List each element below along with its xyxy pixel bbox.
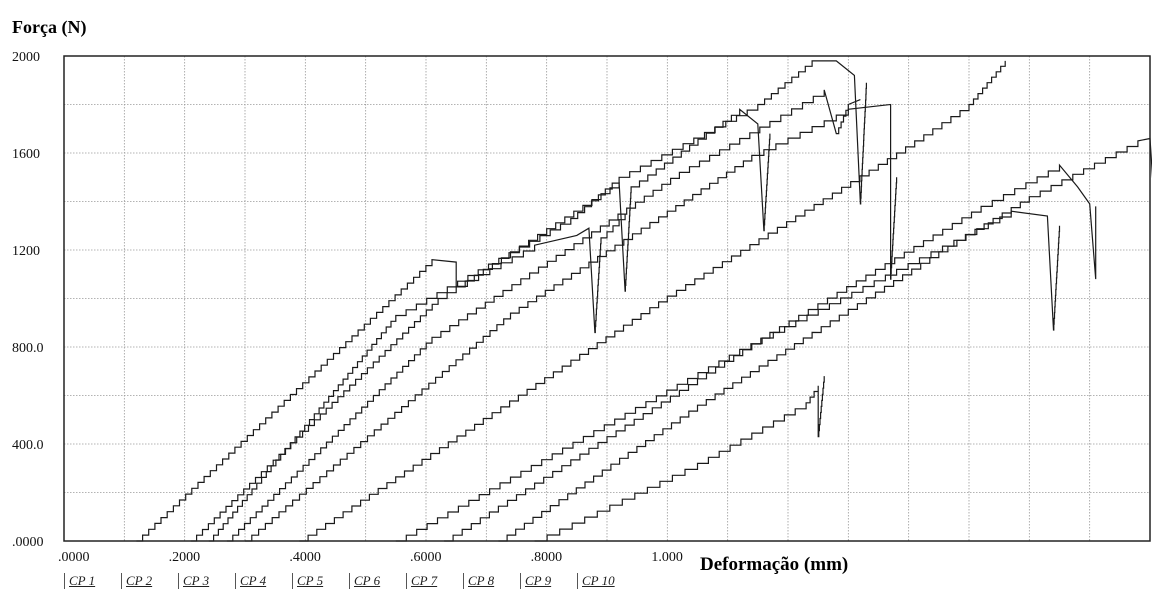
legend-item-cp-9[interactable]: CP 9 [520,573,577,589]
series-line-cp-8 [444,163,1097,542]
y-tick-label: 800.0 [12,341,44,356]
series-lines [136,60,1152,542]
legend-item-cp-4[interactable]: CP 4 [235,573,292,589]
y-tick-label: 1600 [12,147,40,162]
series-line-cp-3 [208,60,867,542]
legend-item-cp-8[interactable]: CP 8 [463,573,520,589]
series-line-cp-10 [534,376,825,542]
series-line-cp-4 [226,89,861,542]
plot-frame [63,55,1151,542]
y-tick-label: 400.0 [12,438,44,453]
y-tick-label: 1200 [12,244,40,259]
x-axis-label: Deformação (mm) [700,554,848,575]
y-tick-label: 2000 [12,50,40,65]
legend-item-cp-6[interactable]: CP 6 [349,573,406,589]
x-tick-label: .6000 [410,550,442,565]
legend-item-cp-2[interactable]: CP 2 [121,573,178,589]
legend: CP 1 CP 2 CP 3 CP 4 CP 5 CP 6 CP 7 CP 8 CP 9 CP 1… [64,573,634,589]
series-line-cp-9 [498,137,1152,542]
series-line-cp-2 [190,108,771,542]
legend-item-cp-7[interactable]: CP 7 [406,573,463,589]
grid [64,56,1150,541]
x-tick-label: .8000 [531,550,563,565]
x-tick-label: 1.000 [651,550,683,565]
y-axis-label: Força (N) [12,17,86,38]
series-line-cp-6 [299,60,1006,542]
series-line-cp-5 [245,103,898,542]
y-axis-ticks: 2000 1600 1200 800.0 400.0 .0000 [12,50,44,550]
series-line-cp-1 [136,213,626,542]
legend-item-cp-3[interactable]: CP 3 [178,573,235,589]
x-tick-label: .2000 [169,550,201,565]
legend-item-cp-10[interactable]: CP 10 [577,573,634,589]
legend-item-cp-5[interactable]: CP 5 [292,573,349,589]
y-tick-label: .0000 [12,535,44,550]
legend-item-cp-1[interactable]: CP 1 [64,573,121,589]
x-tick-label: .0000 [58,550,90,565]
x-tick-label: .4000 [289,550,321,565]
x-axis-ticks: .0000 .2000 .4000 .6000 .8000 1.000 [58,550,683,565]
